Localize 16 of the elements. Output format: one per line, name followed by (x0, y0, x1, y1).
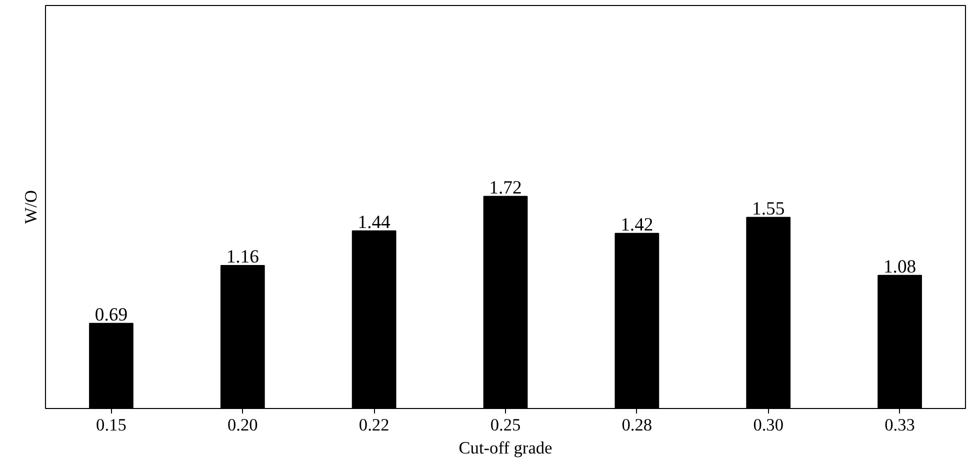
data-label: 1.42 (620, 214, 654, 236)
data-label: 1.72 (489, 177, 522, 198)
data-label: 0.69 (94, 304, 128, 326)
x-axis-title: Cut-off grade (458, 438, 553, 458)
x-tick-label: 0.30 (753, 416, 784, 434)
data-label: 1.44 (358, 212, 392, 233)
data-label: 1.55 (752, 198, 785, 220)
x-tick-label: 0.33 (884, 416, 915, 434)
y-axis-title: W/O (22, 190, 40, 224)
x-tick-label: 0.25 (490, 416, 521, 434)
x-tick-label: 0.22 (358, 416, 390, 434)
data-label: 1.16 (226, 246, 259, 268)
data-label: 1.08 (883, 256, 916, 278)
x-tick-label: 0.28 (622, 416, 652, 434)
x-tick-label: 0.15 (96, 416, 126, 434)
x-tick-label: 0.20 (227, 416, 258, 434)
